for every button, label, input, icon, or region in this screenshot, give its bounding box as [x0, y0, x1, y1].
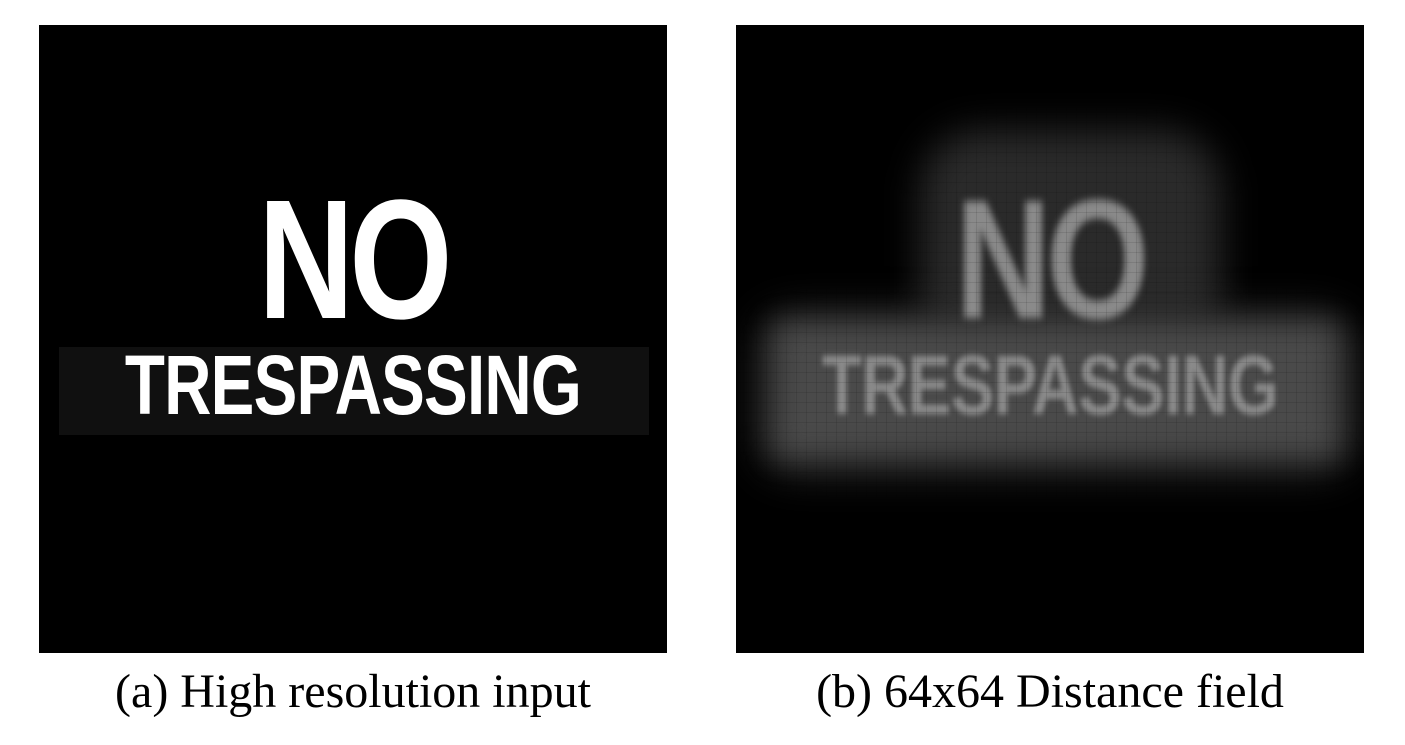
caption-b: (b) 64x64 Distance field: [816, 665, 1284, 718]
sign-backplate: [59, 347, 649, 435]
blurred-text-no: NO: [805, 175, 1295, 345]
caption-a: (a) High resolution input: [115, 665, 591, 718]
sign-text-trespassing: TRESPASSING: [124, 338, 582, 432]
high-resolution-input-image: NO TRESPASSING: [39, 25, 667, 653]
sign-text-no: NO: [258, 165, 452, 355]
blurred-text-trespassing: TRESPASSING: [805, 343, 1295, 427]
distance-halo-inner: [776, 325, 1336, 455]
distance-field-image: NO TRESPASSING: [736, 25, 1364, 653]
pixel-grid-overlay: [736, 25, 1364, 653]
